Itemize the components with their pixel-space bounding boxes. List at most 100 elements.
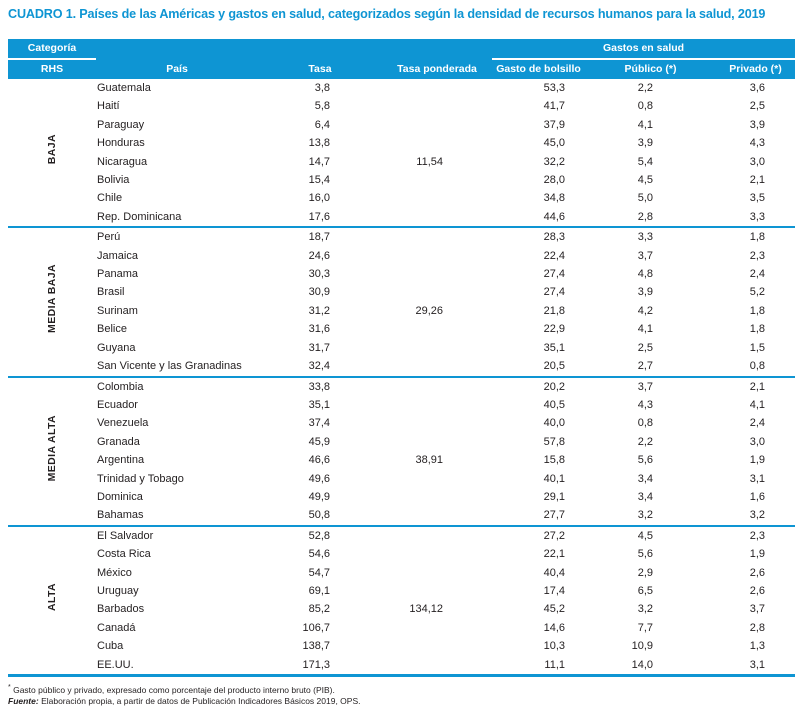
cell-country: Surinam <box>97 304 138 317</box>
cell-weighted-rate <box>382 171 492 189</box>
cell-country: Brasil <box>97 286 125 299</box>
cell-private: 2,1 <box>749 174 766 187</box>
table-row: ALTA El Salvador 52,8 27,2 4,5 2,3 <box>8 526 795 611</box>
cell-private: 1,9 <box>749 454 766 467</box>
cell-out-of-pocket: 44,6 <box>543 210 565 223</box>
cell-public: 2,2 <box>637 435 653 448</box>
table-row: Barbados 85,2 134,12 45,2 3,2 3,7 <box>8 600 795 618</box>
category-label-cell: ALTA <box>8 526 96 676</box>
cell-private: 0,8 <box>749 360 766 373</box>
cell-out-of-pocket: 37,9 <box>543 118 565 131</box>
cell-out-of-pocket: 14,6 <box>543 621 565 634</box>
cell-weighted-rate: 29,26 <box>415 304 443 317</box>
category-label: MEDIA BAJA <box>46 264 58 334</box>
cell-rate: 32,4 <box>308 360 330 373</box>
table-row: Granada 45,9 57,8 2,2 3,0 <box>8 433 795 451</box>
cell-rate: 30,3 <box>308 268 330 281</box>
cell-rate: 15,4 <box>308 174 330 187</box>
cell-country: Honduras <box>97 137 145 150</box>
cell-public: 4,8 <box>637 268 653 281</box>
cell-rate: 31,6 <box>308 323 330 336</box>
cell-weighted-rate <box>382 470 492 488</box>
cell-rate: 54,6 <box>308 548 330 561</box>
table-row: Venezuela 37,4 40,0 0,8 2,4 <box>8 414 795 432</box>
cell-public: 3,4 <box>637 490 653 503</box>
table-header: Categoría Gastos en salud RHS País Tasa … <box>8 39 796 79</box>
cell-private: 5,2 <box>749 286 766 299</box>
table-row: Belice 31,6 22,9 4,1 1,8 <box>8 320 795 338</box>
cell-country: Barbados <box>97 603 145 616</box>
cell-weighted-rate <box>382 637 492 655</box>
cell-country: Haití <box>97 100 120 113</box>
cell-weighted-rate <box>382 320 492 338</box>
cell-private: 3,7 <box>749 603 766 616</box>
cell-public: 14,0 <box>631 658 653 671</box>
table-row: Paraguay 6,4 37,9 4,1 3,9 <box>8 116 795 134</box>
cell-private: 2,1 <box>749 380 766 393</box>
cell-country: Granada <box>97 435 140 448</box>
cell-out-of-pocket: 27,7 <box>543 509 565 522</box>
table-row: Uruguay 69,1 17,4 6,5 2,6 <box>8 582 795 600</box>
cell-public: 4,2 <box>637 304 653 317</box>
table-row: Haití 5,8 41,7 0,8 2,5 <box>8 97 795 115</box>
table-row: Guyana 31,7 35,1 2,5 1,5 <box>8 339 795 357</box>
cell-private: 4,3 <box>749 137 766 150</box>
footnotes: * Gasto público y privado, expresado com… <box>8 683 795 707</box>
cell-out-of-pocket: 15,8 <box>543 454 565 467</box>
table-row: BAJA Guatemala 3,8 53,3 2,2 3,6 <box>8 79 795 165</box>
cell-country: Canadá <box>97 621 136 634</box>
cell-out-of-pocket: 27,4 <box>543 268 565 281</box>
cell-weighted-rate <box>382 208 492 227</box>
cell-public: 3,2 <box>637 509 653 522</box>
footnote-note-text: Gasto público y privado, expresado como … <box>10 684 335 695</box>
cell-private: 1,8 <box>749 323 766 336</box>
cell-rate: 16,0 <box>308 192 330 205</box>
cell-private: 3,1 <box>749 658 766 671</box>
table-row: Honduras 13,8 45,0 3,9 4,3 <box>8 134 795 152</box>
page-title: CUADRO 1. Países de las Américas y gasto… <box>8 7 766 21</box>
column-header-public: Público (*) <box>585 59 716 79</box>
cell-public: 2,2 <box>637 82 653 94</box>
cell-public: 5,6 <box>637 548 653 561</box>
cell-rate: 52,8 <box>308 529 330 542</box>
cell-rate: 30,9 <box>308 286 330 299</box>
cell-out-of-pocket: 22,1 <box>543 548 565 561</box>
cell-private: 2,8 <box>749 621 766 634</box>
cell-weighted-rate <box>382 227 492 246</box>
cell-out-of-pocket: 10,3 <box>543 640 565 653</box>
column-header-rate: Tasa <box>258 59 382 79</box>
cell-private: 1,5 <box>749 341 766 354</box>
column-header-weighted-rate: Tasa ponderada <box>382 59 492 79</box>
cell-out-of-pocket: 11,1 <box>544 658 565 671</box>
table-row: Ecuador 35,1 40,5 4,3 4,1 <box>8 396 795 414</box>
category-group: MEDIA BAJA Perú 18,7 28,3 3,3 1,8 Jamaica 24,6 2… <box>8 227 796 376</box>
table-row: Bolivia 15,4 28,0 4,5 2,1 <box>8 171 795 189</box>
cell-weighted-rate <box>382 189 492 207</box>
cell-private: 1,9 <box>749 548 766 561</box>
cell-private: 2,6 <box>749 566 766 579</box>
cell-private: 1,3 <box>749 640 766 653</box>
cell-private: 2,6 <box>749 584 766 597</box>
cell-public: 3,7 <box>637 249 653 262</box>
table-row: Jamaica 24,6 22,4 3,7 2,3 <box>8 247 795 265</box>
cell-public: 3,9 <box>637 137 653 150</box>
table-row: Surinam 31,2 29,26 21,8 4,2 1,8 <box>8 302 795 320</box>
cell-out-of-pocket: 35,1 <box>543 341 565 354</box>
cell-public: 4,1 <box>637 118 653 131</box>
cell-public: 7,7 <box>637 621 653 634</box>
footnote-asterisk: * <box>8 684 11 691</box>
cell-rate: 49,6 <box>308 472 330 485</box>
cell-private: 3,2 <box>749 509 766 522</box>
cell-out-of-pocket: 29,1 <box>543 490 565 503</box>
cell-out-of-pocket: 40,4 <box>543 566 565 579</box>
table-row: Dominica 49,9 29,1 3,4 1,6 <box>8 488 795 506</box>
cell-weighted-rate <box>382 134 492 152</box>
cell-out-of-pocket: 28,3 <box>543 231 565 244</box>
cell-out-of-pocket: 45,2 <box>543 603 565 616</box>
category-label: ALTA <box>46 583 58 612</box>
cell-weighted-rate <box>382 619 492 637</box>
cell-rate: 33,8 <box>308 380 330 393</box>
cell-rate: 35,1 <box>308 398 330 411</box>
cell-weighted-rate: 38,91 <box>415 454 443 467</box>
cell-weighted-rate <box>382 247 492 265</box>
